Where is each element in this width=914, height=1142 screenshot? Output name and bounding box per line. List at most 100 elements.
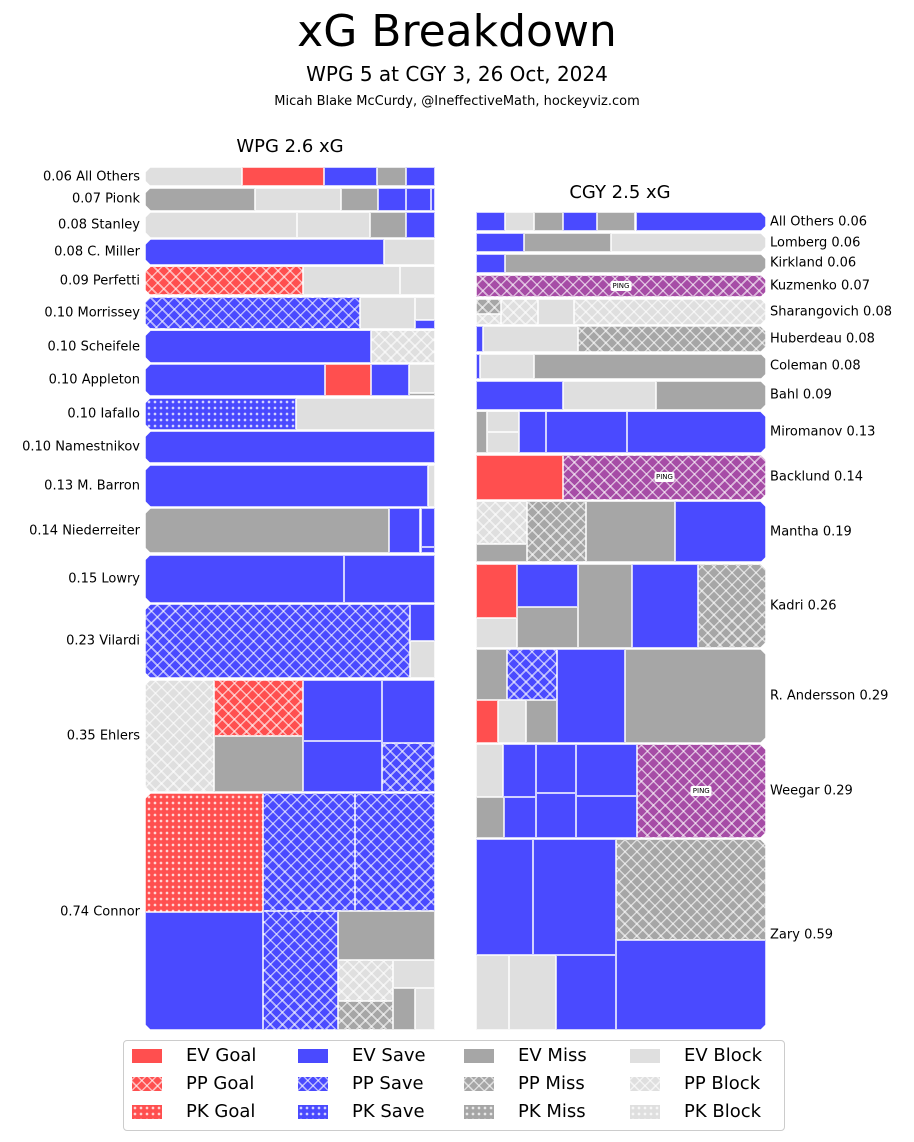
player-label: Zary 0.59 — [770, 927, 833, 942]
shot-ev-block — [487, 411, 518, 432]
shot-ev-block — [145, 212, 297, 238]
player-xg: 0.59 — [804, 927, 834, 943]
legend-swatch — [464, 1048, 494, 1063]
player-row-cgy — [476, 411, 766, 453]
shot-ev-miss — [524, 233, 611, 252]
player-row-wpg — [145, 266, 435, 295]
player-row-cgy: PING — [476, 744, 766, 837]
shot-ev-save — [378, 188, 407, 211]
player-name: Mantha — [770, 524, 819, 540]
player-label: 0.07 Pionk — [72, 192, 140, 207]
shot-pp-save — [382, 743, 435, 792]
shot-pp-save — [263, 911, 339, 1030]
shot-ev-save — [557, 649, 625, 743]
ping-label: PING — [656, 473, 673, 482]
player-xg: 0.07 — [841, 278, 870, 294]
ping-label: PING — [612, 281, 630, 290]
player-name: Stanley — [91, 217, 140, 233]
shot-ev-save — [382, 680, 435, 743]
legend-item: PP Block — [630, 1073, 760, 1094]
shot-ev-save — [145, 330, 371, 362]
shot-ev-save — [145, 364, 325, 396]
ping-label: PING — [692, 787, 710, 796]
player-row-cgy — [476, 326, 766, 352]
shot-ev-miss — [476, 411, 487, 453]
shot-ev-miss — [656, 381, 766, 410]
player-row-wpg — [145, 431, 435, 463]
player-label: 0.10 Appleton — [49, 373, 140, 388]
shot-ev-block — [410, 641, 435, 678]
player-row-wpg — [145, 297, 435, 329]
shot-ev-goal — [476, 564, 517, 618]
player-label: Mantha 0.19 — [770, 524, 852, 539]
shot-ev-block — [409, 364, 435, 393]
shot-ev-block — [393, 960, 435, 989]
shot-ev-block — [487, 432, 518, 453]
player-row-wpg — [145, 239, 435, 265]
shot-ev-save — [503, 744, 537, 797]
legend-swatch — [132, 1104, 162, 1119]
shot-ev-save — [303, 680, 382, 741]
shot-ev-goal — [476, 700, 498, 743]
shot-ev-save — [563, 212, 597, 231]
legend-label: PK Block — [684, 1101, 762, 1122]
legend-swatch — [298, 1104, 328, 1119]
player-xg: 0.10 — [67, 406, 97, 422]
player-name: Miromanov — [770, 424, 843, 440]
shot-pp-miss — [476, 299, 501, 314]
shot-pp-goal — [145, 266, 303, 295]
player-xg: 0.13 — [846, 424, 876, 440]
player-row-wpg — [145, 680, 435, 792]
legend-item: PK Save — [298, 1101, 425, 1122]
shot-ev-save — [546, 411, 627, 453]
legend-swatch — [298, 1048, 328, 1063]
legend-label: PK Goal — [186, 1101, 256, 1122]
shot-ev-save — [145, 239, 384, 265]
shot-ev-miss — [517, 607, 577, 647]
shot-ev-save — [371, 364, 409, 396]
player-xg: 0.08 — [831, 358, 861, 374]
player-name: Kuzmenko — [770, 278, 837, 294]
shot-ev-save — [324, 167, 377, 186]
player-label: Sharangovich 0.08 — [770, 304, 892, 319]
player-xg: 0.06 — [831, 235, 861, 251]
player-label: Kuzmenko 0.07 — [770, 278, 870, 293]
player-name: Ehlers — [99, 728, 140, 744]
player-row-cgy — [476, 649, 766, 743]
shot-ev-miss — [526, 700, 557, 743]
shot-pp-miss — [338, 1001, 392, 1030]
shot-ev-miss — [578, 564, 632, 648]
shot-ev-save — [410, 604, 435, 641]
shot-ev-miss — [597, 212, 636, 231]
shot-ev-save — [415, 320, 435, 329]
player-name: Connor — [93, 904, 140, 920]
shot-ev-save — [556, 955, 615, 1030]
shot-ev-block — [297, 212, 370, 238]
player-label: 0.10 Morrissey — [44, 305, 140, 320]
shot-ev-save — [303, 741, 382, 792]
player-row-wpg — [145, 793, 435, 1030]
shot-ev-miss — [476, 797, 504, 837]
legend-swatch — [630, 1076, 660, 1091]
player-label: 0.09 Perfetti — [60, 273, 140, 288]
shot-pp-block — [338, 960, 392, 1001]
player-label: Huberdeau 0.08 — [770, 332, 875, 347]
player-row-cgy — [476, 839, 766, 1030]
shot-ev-block — [303, 266, 400, 295]
player-row-cgy: PING — [476, 455, 766, 500]
legend-swatch — [298, 1076, 328, 1091]
player-xg: 0.08 — [845, 331, 875, 347]
legend-item: EV Goal — [132, 1045, 256, 1066]
shot-ev-save — [536, 744, 576, 793]
shot-pp-block — [476, 501, 527, 544]
shot-pp-block — [145, 680, 214, 792]
player-name: Scheifele — [80, 339, 140, 355]
legend-item: PK Miss — [464, 1101, 586, 1122]
player-row-wpg — [145, 188, 435, 211]
shot-ev-save — [675, 501, 766, 562]
shot-pp-save — [355, 793, 435, 910]
player-label: 0.74 Connor — [60, 904, 140, 919]
shot-ev-goal — [325, 364, 371, 396]
player-label: 0.23 Vilardi — [66, 634, 140, 649]
shot-ev-miss — [341, 188, 378, 211]
